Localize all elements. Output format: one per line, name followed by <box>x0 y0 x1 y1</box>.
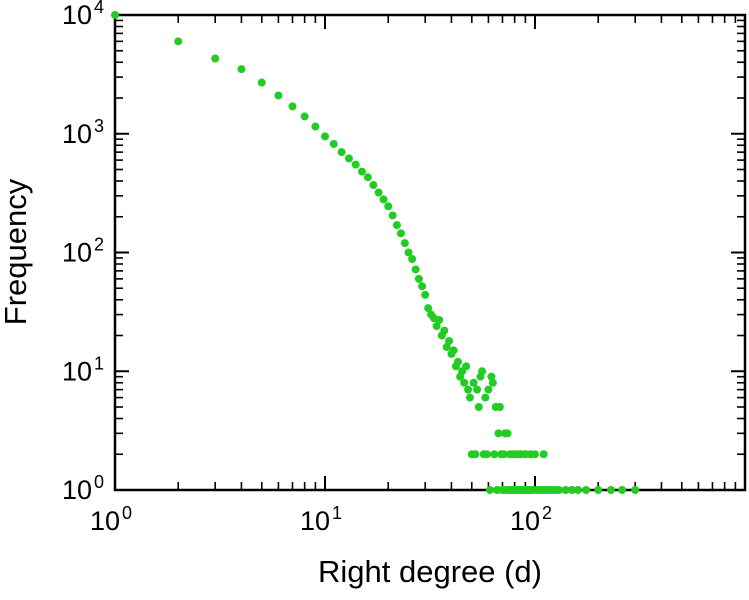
data-point <box>478 367 487 376</box>
x-axis-label: Right degree (d) <box>318 554 542 589</box>
data-point <box>490 450 499 459</box>
x-tick-label: 10 0 <box>90 503 132 536</box>
data-point <box>474 403 483 411</box>
data-point <box>445 336 454 345</box>
data-point <box>435 316 444 325</box>
data-point <box>432 322 441 331</box>
data-point <box>414 274 423 283</box>
data-point <box>582 486 591 494</box>
data-point <box>471 450 480 459</box>
data-point <box>211 54 220 63</box>
data-point <box>411 265 420 274</box>
data-point <box>488 378 497 387</box>
data-point <box>396 229 405 238</box>
data-point <box>421 290 430 299</box>
data-point <box>174 37 183 46</box>
data-point <box>454 357 463 366</box>
data-point <box>400 239 409 248</box>
data-point <box>337 148 346 157</box>
data-points <box>111 11 640 494</box>
data-point <box>485 486 494 494</box>
data-point <box>274 91 283 100</box>
data-point <box>111 11 119 19</box>
data-point <box>495 403 504 411</box>
data-point <box>379 195 388 204</box>
data-point <box>606 486 615 494</box>
data-point <box>374 188 383 197</box>
data-point <box>503 429 512 438</box>
data-point <box>631 486 640 494</box>
data-point <box>554 486 563 494</box>
data-point <box>464 385 473 394</box>
data-point <box>473 385 482 394</box>
plot-border <box>113 13 747 492</box>
data-point <box>357 167 366 176</box>
y-tick-label: 10 4 <box>62 0 104 30</box>
data-point <box>369 181 378 190</box>
data-point <box>440 326 449 335</box>
data-point <box>404 248 413 257</box>
x-tick-label: 10 2 <box>510 503 552 536</box>
data-point <box>573 486 582 494</box>
data-point <box>329 139 338 148</box>
y-tick-label: 10 0 <box>62 472 104 505</box>
x-tick-label: 10 1 <box>300 503 342 536</box>
data-point <box>300 112 309 121</box>
data-point <box>237 65 246 74</box>
y-tick-label: 10 2 <box>62 235 104 268</box>
data-point <box>288 102 297 111</box>
y-axis-label: Frequency <box>0 178 33 325</box>
data-point <box>469 378 478 387</box>
data-point <box>442 343 451 352</box>
data-point <box>388 211 397 220</box>
data-point <box>462 362 471 371</box>
data-point <box>539 450 548 459</box>
data-point <box>465 393 474 402</box>
data-point <box>487 372 496 381</box>
data-point <box>449 346 458 355</box>
data-point <box>351 160 360 169</box>
data-point <box>561 486 570 494</box>
data-point <box>499 450 508 459</box>
data-point <box>567 486 576 494</box>
data-point <box>344 154 353 163</box>
data-point <box>594 486 603 494</box>
data-point <box>257 78 266 87</box>
data-point <box>618 486 627 494</box>
data-point <box>321 132 329 141</box>
data-point <box>481 393 490 402</box>
data-point <box>363 173 372 182</box>
data-point <box>424 304 433 313</box>
y-tick-label: 10 1 <box>62 353 104 386</box>
data-point <box>482 450 491 459</box>
data-point <box>460 378 469 387</box>
tick-labels: 10 0 10 1 10 2 10 0 10 1 10 2 10 3 10 4 <box>62 0 552 536</box>
data-point <box>494 429 503 438</box>
data-point <box>531 450 539 459</box>
data-point <box>418 282 427 291</box>
data-point <box>384 202 393 211</box>
data-point <box>311 122 320 131</box>
data-point <box>392 221 401 230</box>
data-point <box>408 255 417 264</box>
data-point <box>484 385 493 394</box>
y-tick-label: 10 3 <box>62 116 104 149</box>
